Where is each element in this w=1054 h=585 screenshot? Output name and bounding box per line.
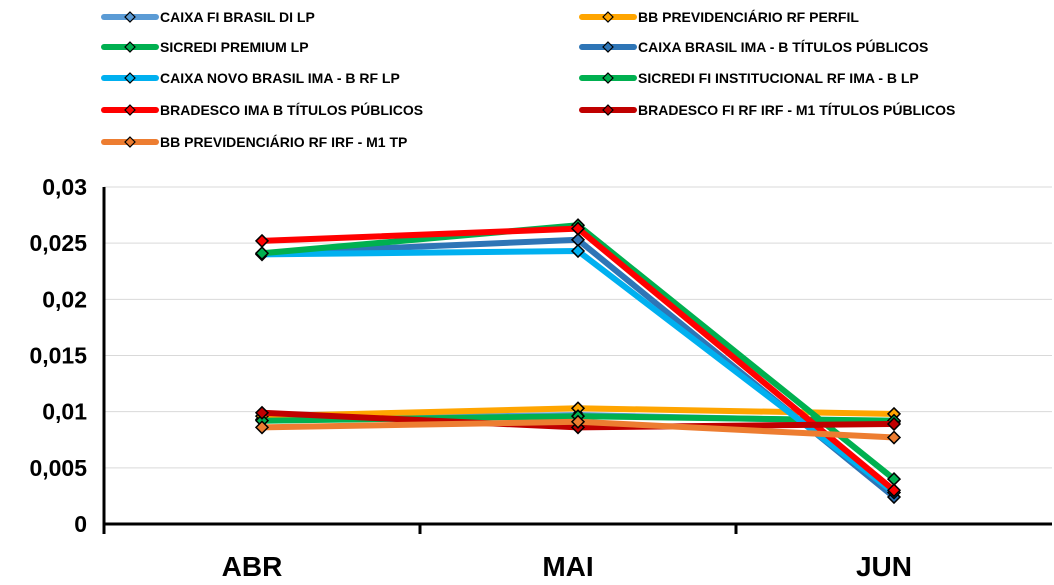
legend-item: BB PREVIDENCIÁRIO RF PERFIL xyxy=(579,9,859,25)
y-tick-label: 0 xyxy=(74,511,87,537)
y-tick-label: 0,02 xyxy=(42,286,87,312)
axes xyxy=(102,187,1052,534)
series-6 xyxy=(254,218,902,487)
legend-label: CAIXA NOVO BRASIL IMA - B RF LP xyxy=(160,70,400,86)
legend-item: BRADESCO FI RF IRF - M1 TÍTULOS PÚBLICOS xyxy=(579,101,955,118)
data-point xyxy=(570,243,586,259)
legend-label: CAIXA FI BRASIL DI LP xyxy=(160,9,315,25)
y-tick-label: 0,005 xyxy=(29,455,87,481)
legend-marker xyxy=(124,11,136,23)
legend-marker xyxy=(602,72,614,84)
legend-item: SICREDI PREMIUM LP xyxy=(101,39,309,55)
legend-item: BRADESCO IMA B TÍTULOS PÚBLICOS xyxy=(101,101,423,118)
legend-label: BRADESCO IMA B TÍTULOS PÚBLICOS xyxy=(160,101,423,118)
data-point xyxy=(254,405,270,420)
legend-marker xyxy=(602,104,614,116)
legend-item: BB PREVIDENCIÁRIO RF IRF - M1 TP xyxy=(101,134,407,150)
legend-marker xyxy=(124,104,136,116)
legend-marker xyxy=(124,41,136,53)
series-line xyxy=(259,225,897,494)
legend-marker xyxy=(124,72,136,84)
series-line xyxy=(259,248,897,496)
data-point xyxy=(254,246,270,261)
data-point xyxy=(254,233,270,248)
data-point xyxy=(570,221,586,236)
legend-marker xyxy=(602,11,614,23)
legend: CAIXA FI BRASIL DI LP BB PREVIDENCIÁRIO R… xyxy=(101,9,955,150)
legend-item: CAIXA FI BRASIL DI LP xyxy=(101,9,315,25)
series-group xyxy=(254,218,902,505)
series-line xyxy=(259,236,897,500)
legend-label: BB PREVIDENCIÁRIO RF PERFIL xyxy=(638,9,859,25)
legend-label: SICREDI PREMIUM LP xyxy=(160,39,309,55)
y-tick-label: 0,025 xyxy=(29,230,87,256)
legend-marker xyxy=(602,41,614,53)
legend-label: BB PREVIDENCIÁRIO RF IRF - M1 TP xyxy=(160,134,407,150)
tick-labels: 0 0,005 0,01 0,015 0,02 0,025 0,03 ABR MAI JUN xyxy=(29,174,912,582)
y-tick-label: 0,015 xyxy=(29,343,87,369)
series-line xyxy=(259,222,897,483)
legend-item: SICREDI FI INSTITUCIONAL RF IMA - B LP xyxy=(579,70,919,86)
data-point xyxy=(570,414,586,429)
y-tick-label: 0,01 xyxy=(42,399,87,425)
x-tick-label: ABR xyxy=(222,551,283,580)
series-7 xyxy=(254,221,902,498)
legend-label: BRADESCO FI RF IRF - M1 TÍTULOS PÚBLICOS xyxy=(638,101,955,118)
x-tick-label: MAI xyxy=(542,551,593,580)
series-9 xyxy=(254,414,902,445)
series-5 xyxy=(254,243,902,500)
series-4 xyxy=(254,232,902,505)
legend-label: SICREDI FI INSTITUCIONAL RF IMA - B LP xyxy=(638,70,919,86)
data-point xyxy=(886,416,902,432)
x-tick-label: JUN xyxy=(856,551,912,580)
y-tick-label: 0,03 xyxy=(42,174,87,200)
legend-item: CAIXA BRASIL IMA - B TÍTULOS PÚBLICOS xyxy=(579,38,928,55)
data-point xyxy=(886,430,902,445)
data-point xyxy=(254,420,270,435)
legend-marker xyxy=(124,136,136,148)
legend-item: CAIXA NOVO BRASIL IMA - B RF LP xyxy=(101,70,400,86)
legend-label: CAIXA BRASIL IMA - B TÍTULOS PÚBLICOS xyxy=(638,38,928,55)
data-point xyxy=(886,483,902,498)
